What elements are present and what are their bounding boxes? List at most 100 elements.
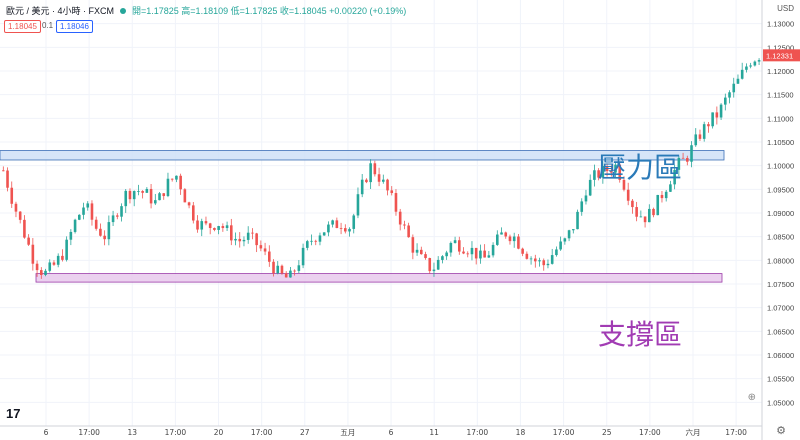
candle-body — [538, 260, 541, 262]
candle-body — [78, 214, 81, 220]
candle-body — [335, 220, 339, 229]
last-price-tag: 1.12331 — [763, 49, 800, 62]
candle-body — [504, 232, 508, 237]
candle-body — [297, 265, 301, 271]
candle-body — [132, 191, 136, 200]
y-tick-label: 1.09000 — [767, 209, 794, 218]
candle-body — [622, 179, 626, 190]
x-axis: 6 17:00 13 17:00 20 17:00 27 五月 6 11 17:00 18 17:00 2… — [0, 425, 762, 437]
bid-button[interactable]: 1.18045 — [4, 20, 41, 33]
candle-body — [745, 66, 748, 70]
x-tick-label: 六月 — [685, 427, 700, 437]
candle-body — [740, 69, 744, 79]
candle-body — [356, 194, 360, 216]
candle-body — [517, 236, 520, 249]
market-status-dot — [120, 7, 127, 14]
candle-body — [48, 262, 52, 271]
candle-body — [360, 179, 364, 195]
candle-body — [432, 269, 436, 272]
candle-body — [52, 262, 56, 265]
candle-body — [259, 245, 263, 249]
candle-body — [534, 258, 537, 262]
candle-body — [280, 265, 284, 274]
candle-body — [487, 255, 491, 258]
candle-body — [293, 270, 296, 272]
candle-body — [251, 232, 254, 234]
candle-body — [331, 220, 334, 225]
x-tick-label: 11 — [429, 428, 439, 437]
candle-body — [618, 164, 622, 180]
candle-body — [631, 200, 634, 208]
candle-body — [322, 232, 326, 236]
candle-body — [719, 104, 723, 118]
candle-body — [14, 203, 18, 212]
y-tick-label: 1.07000 — [767, 304, 794, 313]
candle-body — [170, 178, 174, 180]
currency-label[interactable]: USD — [777, 4, 794, 13]
candle-body — [639, 216, 643, 218]
candle-body — [179, 175, 182, 190]
candle-body — [673, 169, 676, 185]
ohlc-readout: 開=1.17825 高=1.18109 低=1.17825 收=1.18045 … — [132, 6, 407, 16]
support-label: 支撐區 — [598, 318, 683, 351]
candle-body — [166, 178, 170, 197]
candle-body — [466, 253, 470, 255]
candle-body — [344, 228, 347, 232]
resistance-label: 壓力區 — [598, 151, 683, 184]
candle-body — [483, 250, 486, 258]
candle-body — [268, 251, 271, 262]
candle-body — [626, 189, 630, 201]
candle-body — [276, 265, 280, 274]
x-tick-label: 17:00 — [553, 428, 575, 437]
candle-body — [373, 163, 377, 175]
candle-body — [73, 219, 77, 232]
candle-body — [204, 221, 208, 224]
candle-body — [369, 163, 372, 183]
candle-body — [686, 158, 689, 162]
y-tick-label: 1.11000 — [767, 114, 794, 123]
x-tick-label: 6 — [44, 428, 49, 437]
candle-body — [99, 228, 102, 236]
candle-body — [576, 211, 579, 230]
candle-body — [230, 225, 233, 241]
resistance-zone[interactable] — [0, 150, 725, 161]
zoom-icon[interactable]: ⊕ — [747, 392, 756, 403]
candle-body — [542, 260, 546, 266]
y-tick-label: 1.13000 — [767, 20, 794, 29]
candle-body — [145, 188, 149, 193]
candle-body — [593, 170, 596, 180]
candle-body — [263, 248, 267, 252]
candle-body — [242, 239, 246, 242]
ask-button[interactable]: 1.18046 — [56, 20, 93, 33]
candle-body — [491, 244, 495, 256]
y-tick-label: 1.12500 — [767, 43, 794, 52]
candle-body — [137, 191, 140, 192]
candle-body — [584, 195, 588, 202]
candle-body — [521, 248, 524, 254]
candle-body — [610, 171, 613, 173]
candle-body — [183, 189, 187, 203]
support-zone[interactable] — [35, 273, 723, 283]
candle-body — [411, 237, 415, 253]
settings-gear-icon[interactable]: ⚙ — [776, 425, 786, 437]
candle-body — [508, 236, 512, 242]
candle-body — [196, 220, 199, 230]
y-tick-label: 1.05500 — [767, 375, 794, 384]
candle-body — [420, 249, 423, 255]
candle-body — [318, 235, 322, 242]
candle-body — [61, 255, 64, 260]
candle-body — [601, 166, 605, 178]
candle-body — [677, 157, 681, 170]
last-price-box — [763, 49, 800, 62]
last-price-text: 1.12331 — [766, 51, 793, 60]
candle-body — [711, 112, 714, 127]
x-tick-label: 17:00 — [165, 428, 187, 437]
candle-body — [23, 219, 26, 238]
candle-body — [470, 247, 474, 255]
candle-body — [453, 240, 457, 243]
chart-header: 歐元 / 美元 · 4小時 · FXCM 開=1.17825 高=1.18109… — [6, 4, 406, 17]
tradingview-logo-icon[interactable]: 17 — [6, 406, 21, 421]
candle-body — [660, 194, 664, 199]
symbol-label[interactable]: 歐元 / 美元 · 4小時 · FXCM — [6, 6, 115, 16]
